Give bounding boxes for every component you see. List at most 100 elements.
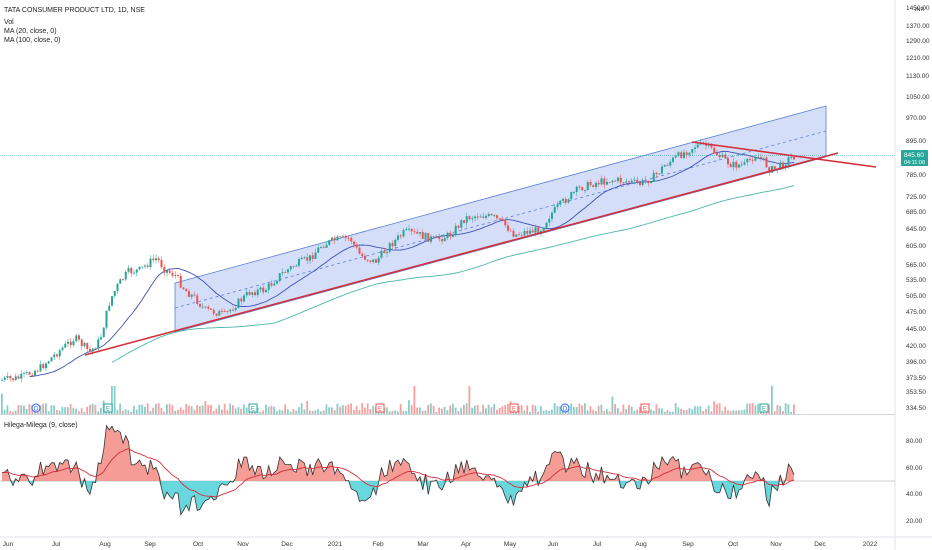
price-tick-label: 1210.00 [906,55,930,62]
volume-bar [449,405,452,414]
candle-body [210,308,212,310]
ma100-path [111,184,795,363]
candle-body [608,182,611,183]
volume-bar [501,406,504,414]
candle-body [518,234,520,236]
candle-body [270,283,273,286]
candle-body [460,220,463,228]
volume-bar [520,405,523,414]
support-trendline[interactable] [84,152,839,356]
candle-body [779,162,782,170]
candle-body [259,287,262,290]
candle-body [595,182,597,187]
candle-body [713,147,716,154]
volume-bar [1,393,3,414]
time-tick-label: Aug [635,541,647,548]
candle-body [740,164,743,166]
volume-bar [218,404,221,414]
earnings-icon[interactable]: E [640,403,650,413]
volume-bar [86,406,89,414]
candle-body [782,162,784,168]
candle-body [457,225,460,228]
volume-bar [556,406,559,414]
volume-bar [80,408,83,414]
volume-bar [735,410,738,414]
price-tick-label: 685.00 [906,209,926,216]
candle-body [751,159,754,161]
volume-bar [707,405,710,414]
candle-body [39,364,42,372]
candle-body [58,350,61,357]
candle-body [479,216,482,218]
volume-bar [265,404,267,414]
hilega-milega-indicator[interactable] [0,424,895,516]
volume-bar [177,409,179,414]
candle-body [619,177,622,183]
candle-body [622,182,625,184]
candle-body [358,247,361,254]
candle-body [309,255,311,261]
volume-bar [328,407,331,414]
candle-body [729,164,732,168]
candle-body [320,247,322,248]
dividend-icon[interactable]: D [560,403,570,413]
volume-bar [710,411,713,414]
candle-body [559,200,562,205]
candle-body [240,298,243,302]
candle-body [435,236,438,238]
candle-body [190,294,193,297]
earnings-icon[interactable]: E [103,403,113,413]
volume-bar [410,405,413,414]
volume-bar [652,410,655,414]
time-tick-label: Mar [417,541,429,548]
time-tick-label: Oct [728,541,738,548]
resistance-trendline[interactable] [691,141,877,168]
dividend-icon[interactable]: D [31,403,41,413]
volume-bar [281,410,284,414]
price-axis[interactable]: 1450.00 1370.00 1290.00 1210.00 1130.00 1050.… [906,5,930,412]
volume-bar [729,411,732,414]
time-axis[interactable]: Jun Jul Aug Sep Oct Nov Dec 2021 Feb Mar Apr May Jun… [3,541,878,548]
volume-bar [487,404,490,414]
candle-body [655,172,658,175]
volume-bar [127,410,130,414]
candle-body [487,213,490,216]
candle-body [757,157,760,158]
volume-bar [138,404,141,414]
candle-body [485,215,487,218]
candle-body [61,347,64,351]
candle-body [179,275,182,288]
price-tick-label: 1290.00 [906,38,930,45]
volume-bar [100,407,102,414]
earnings-icon[interactable]: E [759,403,769,413]
earnings-icon[interactable]: E [509,403,519,413]
volume-bar [696,406,699,414]
candle-body [366,259,369,261]
volume-bar [226,410,229,414]
volume-bar [25,408,28,414]
candle-body [410,228,413,232]
indicator-bull-fill [2,425,794,481]
volume-bar [116,409,119,414]
candle-body [226,311,229,312]
volume-bar [353,409,355,414]
candle-body [408,228,410,230]
earnings-icon[interactable]: E [375,403,385,413]
volume-bar [45,403,47,414]
volume-bar [639,406,641,414]
volume-bar [485,408,487,414]
volume-bar [529,411,531,414]
volume-bar [229,403,232,414]
candle-body [578,186,581,188]
price-tick-label: 785.00 [906,172,926,179]
ma20-legend: MA (20, close, 0) [4,28,57,35]
volume-bar [633,410,636,414]
volume-bar [262,410,265,414]
volume-bar [482,405,485,414]
candle-body [152,258,155,261]
candle-body [113,291,116,297]
earnings-icon[interactable]: E [248,403,258,413]
time-tick-label: Nov [770,541,782,548]
candle-body [611,180,614,183]
